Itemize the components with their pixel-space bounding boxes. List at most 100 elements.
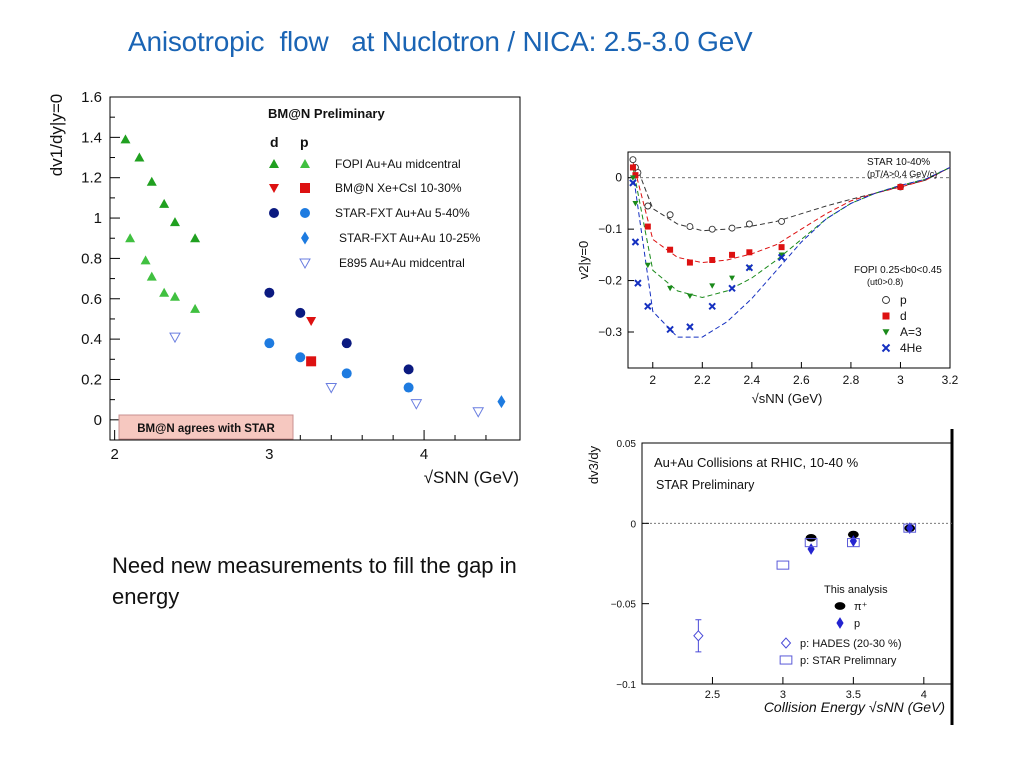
legend-label: π⁺ [854,601,868,613]
data-point [729,251,736,258]
data-point [693,630,704,642]
legend-label: BM@N Xe+CsI 10-30% [335,181,462,195]
y-tick-label: 0.2 [81,371,102,388]
legend-marker [300,159,310,168]
legend-label: FOPI Au+Au midcentral [335,157,461,171]
x-tick-label: 3.5 [846,689,861,701]
data-point [686,259,693,266]
data-point [472,407,485,418]
annotation-box [118,414,294,440]
data-point [708,302,716,310]
legend-label: p: HADES (20-30 %) [800,638,901,650]
data-point [159,198,170,208]
y-tick-label: 1.4 [81,129,102,146]
slide-title: Anisotropic flow at Nuclotron / NICA: 2.… [128,26,753,57]
data-point [666,211,674,219]
x-axis-label: √SNN (GeV) [424,468,519,487]
data-point [778,252,785,258]
x-tick-label: 2.4 [744,373,761,387]
legend-marker [300,208,310,218]
legend-title: BM@N Preliminary [268,106,385,121]
data-point [807,543,815,555]
x-tick-label: 2 [110,446,118,463]
x-axis-label: Collision Energy √sNN (GeV) [764,699,945,715]
data-point [341,368,352,379]
data-point [777,253,786,262]
data-point [644,302,652,310]
x-tick-label: 4 [921,689,927,701]
data-point [146,271,157,281]
data-point [666,325,674,334]
data-point [709,283,716,289]
data-point [125,233,136,243]
annotation-star: STAR 10-40% [867,157,930,168]
legend-marker [882,329,890,336]
legend-marker [301,231,309,245]
data-point [403,382,414,393]
data-point [729,275,736,281]
x-tick-label: 2.2 [694,373,711,387]
data-point [631,238,640,246]
data-point [745,264,754,272]
data-point [169,332,181,344]
x-tick-label: 3 [265,446,273,463]
legend-label: E895 Au+Au midcentral [339,256,465,270]
legend-label: A=3 [900,325,922,339]
data-point [906,522,914,535]
annotation-star-cut: (pT/A>0.4 GeV/c) [867,169,937,179]
legend-label: p: STAR Prelimnary [800,655,897,667]
y-tick-label: −0.05 [611,600,637,611]
data-point [667,246,674,253]
data-point [728,284,736,292]
data-point [778,217,786,225]
x-tick-label: 3 [780,689,786,701]
legend-marker [881,343,891,353]
data-point [146,176,157,186]
data-point [134,152,145,162]
y-tick-label: 1 [94,210,102,227]
legend-marker [779,655,793,665]
x-tick-label: 3 [897,373,904,387]
chart-dv3dy: 0.05 0 −0.05 −0.1 2.5 3 3.5 4 dv3/dy Collision En… [586,429,954,725]
annotation-fopi: FOPI 0.25<b0<0.45 [854,265,942,276]
y-tick-label: −0.3 [598,325,622,339]
legend-header-p: p [300,134,309,150]
legend-marker [300,183,310,193]
plot-frame [627,151,951,369]
data-point [169,217,180,227]
legend-marker [882,312,890,320]
data-point [632,201,639,207]
data-point [159,287,170,297]
data-point [264,338,275,349]
data-point [410,399,423,410]
y-tick-label: 0.4 [81,331,102,348]
y-tick-label: 0.6 [81,291,102,308]
annotation-text: BM@N agrees with STAR [137,423,275,435]
chart-title: Au+Au Collisions at RHIC, 10-40 % [654,455,859,470]
legend-marker [269,208,279,218]
data-point [746,249,753,256]
data-point [847,538,860,548]
data-point [667,285,674,292]
data-point [306,316,317,326]
data-point [686,323,694,331]
fit-curve [632,162,951,264]
fit-curve [632,156,951,232]
data-point [805,533,817,542]
data-point [629,164,636,171]
chart-subtitle: STAR Preliminary [656,478,755,492]
data-point [728,224,736,232]
data-point [325,383,338,394]
x-tick-label: 2 [649,373,656,387]
y-tick-label: 0.05 [617,439,637,450]
data-point [897,183,904,190]
data-point [629,179,637,187]
data-point [634,279,642,287]
data-point [644,202,652,210]
data-point [120,134,131,144]
legend-header-d: d [270,134,279,150]
slide-note: Need new measurements to fill the gap in… [112,553,517,609]
y-tick-label: 1.2 [81,170,102,187]
chart-v2: 0 −0.1 −0.2 −0.3 2 2.2 2.4 2.6 2.8 3 3.2 v2|y=0 √sNN… [576,151,959,406]
fit-curve [632,166,951,338]
